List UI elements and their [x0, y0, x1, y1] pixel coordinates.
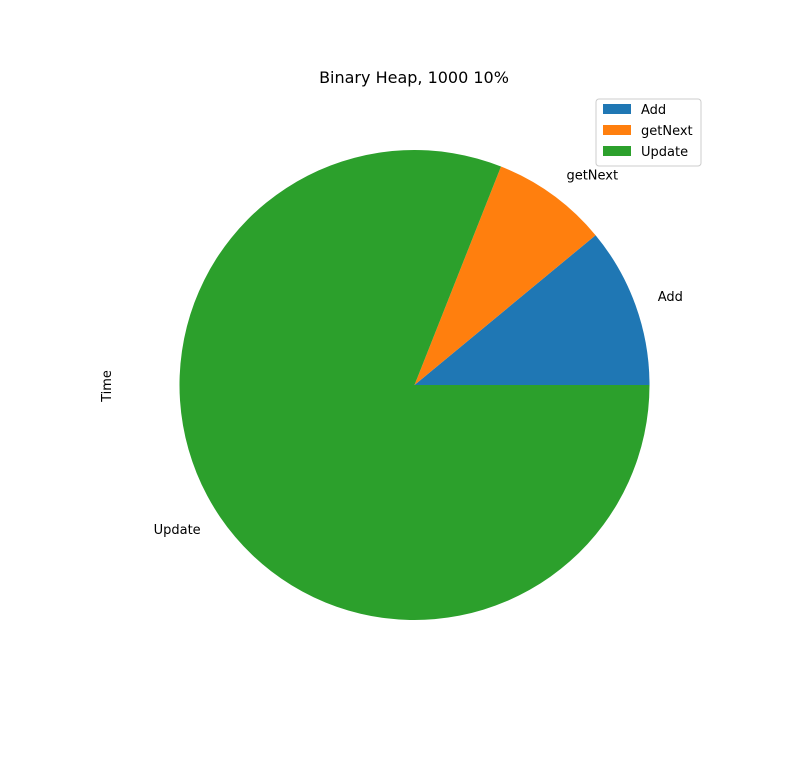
legend-swatch-add: [603, 104, 631, 114]
slice-label-update: Update: [154, 523, 201, 538]
legend-label-add: Add: [641, 103, 666, 118]
slice-labels: Add getNext Update: [154, 168, 683, 537]
pie-slices: [179, 150, 650, 621]
legend: Add getNext Update: [595, 98, 702, 167]
pie-slice-getnext: [414, 166, 596, 385]
slice-label-getnext: getNext: [566, 168, 618, 183]
legend-label-getnext: getNext: [641, 124, 693, 139]
y-axis-label: Time: [100, 370, 115, 403]
legend-swatch-update: [603, 146, 631, 156]
legend-label-update: Update: [641, 145, 688, 160]
legend-swatch-getnext: [603, 125, 631, 135]
pie-slice-add: [414, 235, 650, 385]
slice-label-add: Add: [658, 290, 683, 305]
chart-title: Binary Heap, 1000 10%: [319, 68, 509, 87]
pie-slice-update: [179, 150, 650, 621]
